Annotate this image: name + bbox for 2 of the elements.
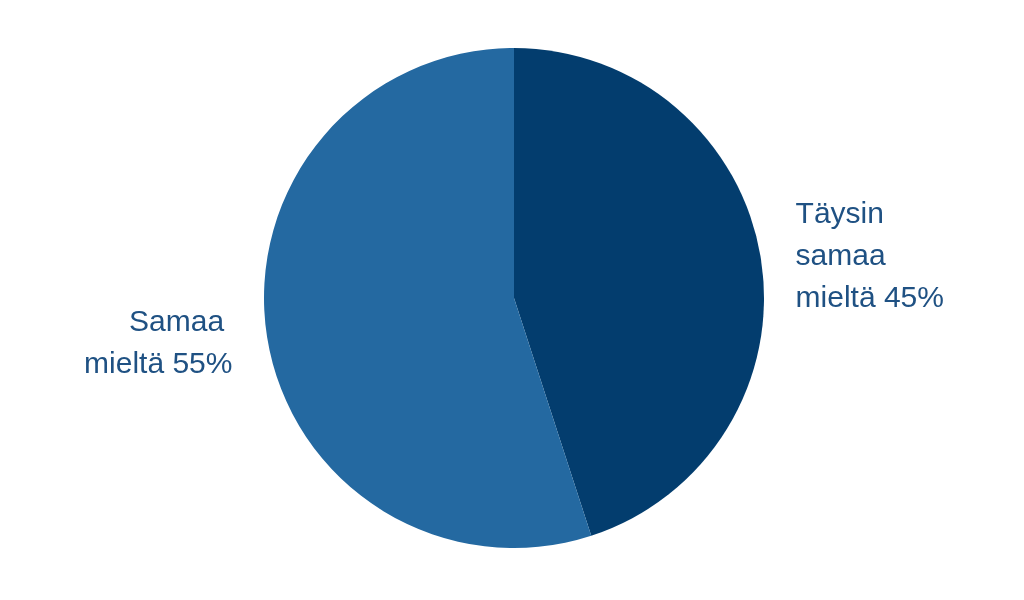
slice-label: Täysin samaa mieltä 45% <box>795 195 944 313</box>
slice-label: Samaa mieltä 55% <box>84 304 233 380</box>
